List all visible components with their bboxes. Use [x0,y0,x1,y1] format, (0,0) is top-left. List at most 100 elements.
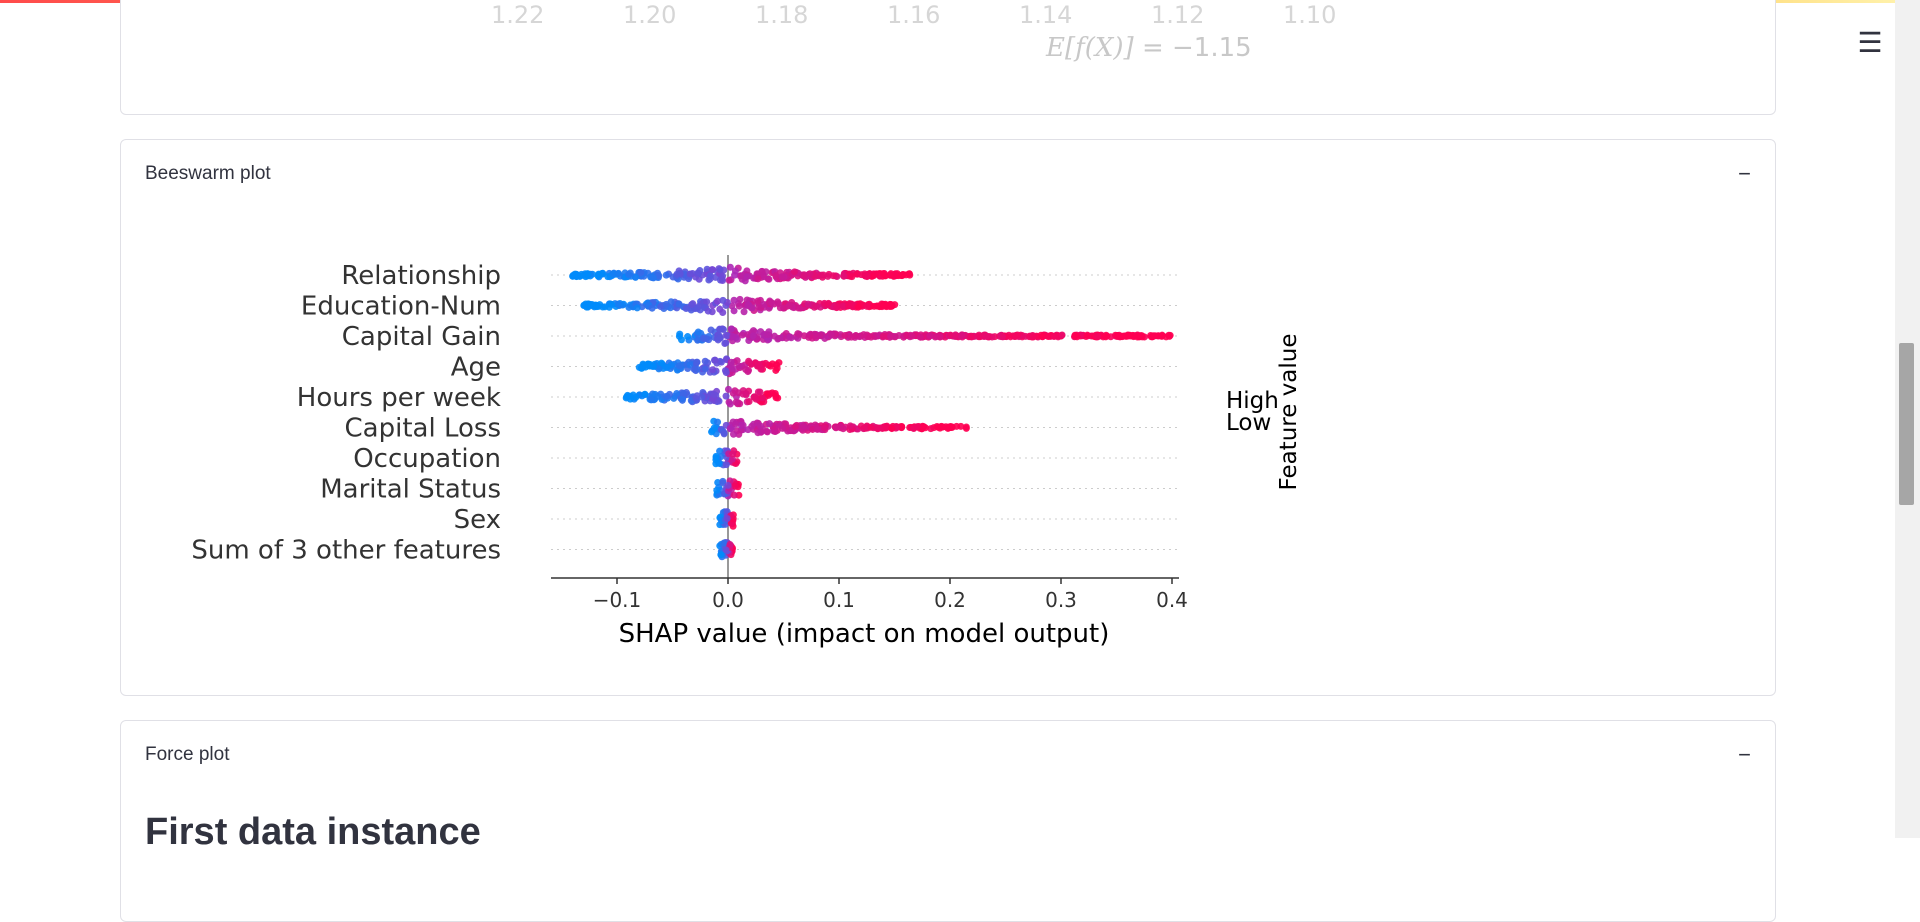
swarm-dot [1083,331,1091,339]
swarm-dot [1103,332,1111,340]
swarm-dot [717,551,725,559]
swarm-dot [654,392,662,400]
swarm-dot [720,430,728,438]
swarm-dot [1050,332,1058,340]
swarm-dot [726,400,734,408]
swarm-dot [778,273,786,281]
swarm-dot [744,368,752,376]
swarm-dot [740,308,748,316]
swarm-dot [722,546,730,554]
swarm-dot [729,389,737,397]
beeswarm-expander-header[interactable]: Beeswarm plot − [145,161,1751,186]
scrollbar-thumb[interactable] [1899,343,1914,505]
swarm-dot [716,305,724,313]
swarm-dot [712,456,720,464]
x-tick-label: −0.1 [593,588,642,612]
swarm-dot [648,304,656,312]
swarm-dot [657,359,665,367]
expected-value-suffix: = −1.15 [1141,33,1252,63]
swarm-dot [632,273,640,281]
swarm-dot [686,270,694,278]
swarm-dot [728,455,736,463]
swarm-dot [942,423,950,431]
swarm-dot [948,423,956,431]
swarm-dot [772,272,780,280]
swarm-dot [690,365,698,373]
collapse-icon[interactable]: − [1738,742,1751,767]
swarm-dot [886,303,894,311]
collapse-icon[interactable]: − [1738,161,1751,186]
swarm-dot [730,296,738,304]
swarm-dot [580,301,588,309]
previous-plot-axis-ticks: 1.22 1.20 1.18 1.16 1.14 1.12 1.10 [121,1,1775,31]
swarm-dot [1094,332,1102,340]
swarm-dot [898,272,906,280]
swarm-dot [983,332,991,340]
swarm-dot [726,263,734,271]
swarm-dot [633,304,641,312]
swarm-dot [763,390,771,398]
force-title: Force plot [145,744,230,765]
swarm-dot [754,297,762,305]
expected-value-prefix: E[f(X)] [1046,33,1134,63]
swarm-dot [888,425,896,433]
swarm-dot [743,273,751,281]
force-expander: Force plot − First data instance [120,720,1776,922]
swarm-dot [673,270,681,278]
swarm-dot [800,272,808,280]
previous-tick: 1.14 [1019,1,1073,29]
swarm-dot [765,420,773,428]
feature-label: Sum of 3 other features [191,536,501,566]
swarm-dot [739,390,747,398]
swarm-dot [764,331,772,339]
swarm-dot [760,300,768,308]
swarm-dot [967,333,975,341]
swarm-dot [592,301,600,309]
swarm-dot [846,422,854,430]
swarm-dot [722,461,730,469]
swarm-dot [706,272,714,280]
swarm-dot [927,425,935,433]
x-axis-label: SHAP value (impact on model output) [619,619,1110,649]
x-tick-label: 0.2 [934,588,966,612]
swarm-dot [791,268,799,276]
swarm-dot [663,363,671,371]
swarm-dot [871,270,879,278]
swarm-dot [716,447,724,455]
swarm-dot [952,331,960,339]
swarm-dot [962,423,970,431]
swarm-dot [584,270,592,278]
x-tick-label: 0.1 [823,588,855,612]
colorbar-high-label: High [1226,388,1279,414]
swarm-dot [867,423,875,431]
colorbar-low-label: Low [1226,410,1271,436]
previous-tick: 1.20 [623,1,677,29]
swarm-dot [678,395,686,403]
swarm-dot [765,275,773,283]
swarm-dot [881,302,889,310]
swarm-dot [874,424,882,432]
force-expander-header[interactable]: Force plot − [145,742,1751,767]
swarm-dot [1118,333,1126,341]
hamburger-menu-icon[interactable]: ☰ [1857,27,1883,58]
swarm-dot [758,394,766,402]
swarm-dot [1071,332,1079,340]
swarm-dot [913,423,921,431]
swarm-dot [608,300,616,308]
swarm-dot [726,540,734,548]
swarm-dot [637,268,645,276]
swarm-dot [1124,332,1132,340]
swarm-dot [946,331,954,339]
swarm-dot [721,340,729,348]
swarm-dot [1026,332,1034,340]
swarm-dot [754,388,762,396]
swarm-dot [730,491,738,499]
swarm-dot [701,357,709,365]
swarm-dot [748,422,756,430]
swarm-dot [887,270,895,278]
swarm-dot [879,270,887,278]
swarm-dot [739,421,747,429]
swarm-dot [711,356,719,364]
swarm-dot [688,301,696,309]
